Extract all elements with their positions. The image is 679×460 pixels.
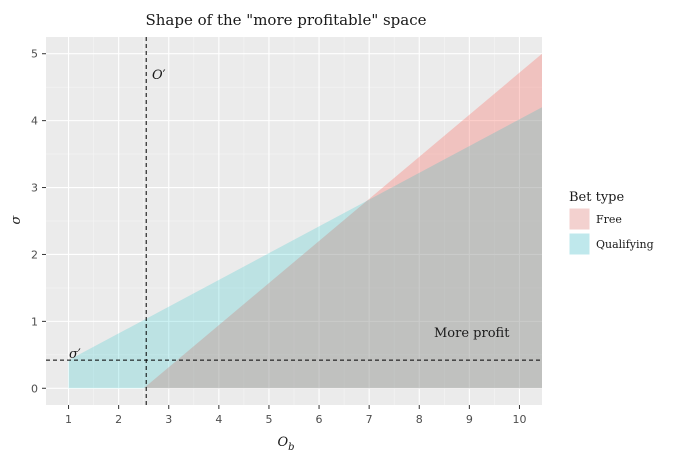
x-axis-label-main: O [277,435,288,450]
x-tick-label: 4 [215,413,222,426]
minor-grid [46,37,542,405]
more-profit-annotation: More profit [434,326,510,341]
legend-title: Bet type [569,190,624,205]
y-tick-label: 0 [31,382,38,395]
area-free [143,53,543,389]
legend-swatch-qualifying [568,232,591,256]
x-tick-label: 7 [366,413,373,426]
x-tick-label: 3 [165,413,172,426]
x-tick-label: 6 [316,413,323,426]
legend-swatch-free [568,207,591,231]
chart-title: Shape of the "more profitable" space [145,11,426,29]
hline-label: σ′ [69,347,81,362]
vline-label: O′ [152,68,166,83]
legend-label-qualifying: Qualifying [596,238,654,251]
y-tick-label: 3 [31,182,38,195]
hline-label-text: σ′ [69,347,81,362]
y-tick-label: 1 [31,315,38,328]
y-tick-label: 5 [31,48,38,61]
x-axis-label-subscript: b [288,442,294,453]
axis-ticks: 1 2 3 4 5 6 7 8 9 10 0 1 2 3 4 5 [31,48,526,426]
legend: Bet type Free Qualifying [568,190,654,256]
y-tick-label: 2 [31,248,38,261]
y-tick-label: 4 [31,115,38,128]
x-tick-label: 1 [65,413,72,426]
area-qualifying [68,107,542,389]
vline-label-text: O′ [152,68,166,83]
x-tick-label: 8 [416,413,423,426]
x-tick-label: 5 [265,413,272,426]
x-tick-label: 9 [466,413,473,426]
area-layer [68,53,543,389]
legend-label-free: Free [596,213,622,226]
major-grid [46,37,542,405]
y-axis-label: σ [9,214,24,224]
reference-lines [46,37,542,405]
x-axis-label: Ob [277,435,294,453]
x-tick-label: 2 [115,413,122,426]
x-tick-label: 10 [512,413,526,426]
